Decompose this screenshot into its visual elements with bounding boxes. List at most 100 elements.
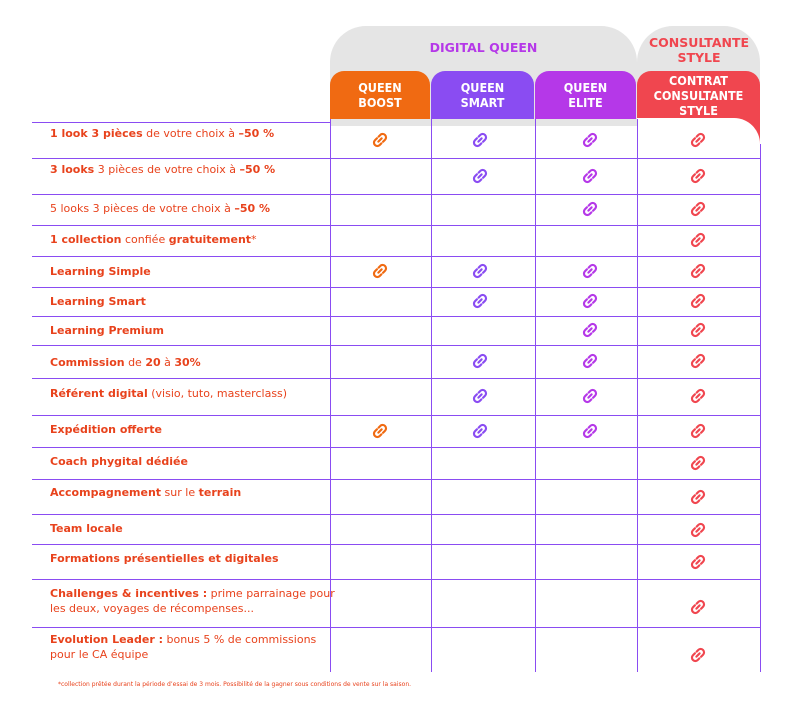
feature-label-part: Learning Simple [50, 265, 151, 278]
feature-label-part: confiée [121, 233, 169, 246]
link-icon [472, 388, 488, 404]
link-icon [582, 423, 598, 439]
feature-label: Expédition offerte [50, 422, 325, 437]
link-icon [582, 132, 598, 148]
link-icon [690, 201, 706, 217]
row-divider [32, 194, 761, 196]
link-icon [690, 293, 706, 309]
digital-queen-label: DIGITAL QUEEN [429, 39, 538, 55]
consultante-style-label: CONSULTANTE STYLE [644, 33, 754, 67]
link-icon [690, 353, 706, 369]
feature-label: Commission de 20 à 30% [50, 355, 325, 370]
feature-label-part: 3 looks [50, 163, 95, 176]
column-header-contrat-consultante-style: CONTRAT CONSULTANTE STYLE [637, 71, 760, 119]
feature-label-part: * [251, 233, 257, 246]
link-icon [690, 168, 706, 184]
feature-label-part: Team locale [50, 522, 123, 535]
feature-label-part: Challenges & incentives : [50, 587, 208, 600]
feature-label-part: –50 % [239, 163, 276, 176]
link-icon [582, 353, 598, 369]
link-icon [690, 132, 706, 148]
link-icon [690, 232, 706, 248]
link-icon [690, 554, 706, 570]
link-icon [690, 522, 706, 538]
feature-label-part: bonus 5 % de commissions pour le CA équi… [50, 633, 317, 661]
link-icon [582, 322, 598, 338]
row-divider [32, 345, 761, 347]
link-icon [690, 263, 706, 279]
feature-label: Learning Simple [50, 264, 325, 279]
column-header-queen-boost: QUEEN BOOST [330, 71, 430, 119]
column-label: QUEEN SMART [460, 80, 505, 110]
consultante-style-text: CONSULTANTE STYLE [648, 35, 750, 65]
feature-label-part: 20 [145, 356, 161, 369]
feature-label-part: Coach phygital dédiée [50, 455, 188, 468]
row-divider [32, 378, 761, 380]
column-divider [760, 144, 762, 672]
link-icon [372, 263, 388, 279]
feature-label-part: Learning Smart [50, 295, 146, 308]
column-divider [330, 119, 332, 672]
row-divider [32, 627, 761, 629]
row-divider [32, 544, 761, 546]
link-icon [372, 132, 388, 148]
feature-label-part: de [124, 356, 146, 369]
row-divider [32, 256, 761, 258]
row-divider [32, 287, 761, 289]
feature-label-part: 30% [174, 356, 201, 369]
link-icon [690, 455, 706, 471]
feature-label-part: Formations présentielles et digitales [50, 552, 279, 565]
link-icon [690, 322, 706, 338]
feature-label: Team locale [50, 521, 325, 536]
column-label: QUEEN BOOST [358, 80, 402, 110]
feature-label: 1 collection confiée gratuitement* [50, 232, 325, 247]
column-label: CONTRAT CONSULTANTE STYLE [653, 72, 744, 118]
row-divider [32, 122, 330, 124]
feature-label: Learning Premium [50, 323, 325, 338]
column-label: QUEEN ELITE [563, 80, 608, 110]
feature-label-part: à [160, 356, 175, 369]
feature-label-part: 1 look 3 pièces [50, 127, 143, 140]
feature-label-part: (visio, tuto, masterclass) [147, 387, 288, 400]
feature-label-part: de votre choix à [142, 127, 239, 140]
link-icon [690, 647, 706, 663]
feature-label-part: 5 looks 3 pièces de votre choix à [50, 202, 235, 215]
column-divider [535, 119, 537, 672]
feature-label-part: Expédition offerte [50, 423, 162, 436]
row-divider [32, 479, 761, 481]
feature-label: Formations présentielles et digitales [50, 551, 325, 566]
feature-label: 1 look 3 pièces de votre choix à –50 % [50, 126, 325, 141]
link-icon [582, 293, 598, 309]
link-icon [582, 168, 598, 184]
row-divider [32, 514, 761, 516]
row-divider [32, 447, 761, 449]
feature-label-part: prime parrainage pour les deux, voyages … [50, 587, 335, 615]
feature-label: Coach phygital dédiée [50, 454, 325, 469]
feature-label: Accompagnement sur le terrain [50, 485, 325, 500]
feature-label-part: gratuitement [168, 233, 252, 246]
feature-label: 5 looks 3 pièces de votre choix à –50 % [50, 201, 325, 216]
row-divider [32, 415, 761, 417]
feature-label: Référent digital (visio, tuto, mastercla… [50, 386, 325, 401]
column-divider [431, 119, 433, 672]
link-icon [690, 599, 706, 615]
feature-label: Evolution Leader : bonus 5 % de commissi… [50, 632, 335, 662]
link-icon [582, 388, 598, 404]
feature-label: Learning Smart [50, 294, 325, 309]
link-icon [472, 168, 488, 184]
column-header-queen-smart: QUEEN SMART [431, 71, 534, 119]
feature-label-part: Commission [50, 356, 125, 369]
row-divider [32, 225, 761, 227]
feature-label-part: Evolution Leader : [50, 633, 163, 646]
row-divider [32, 158, 761, 160]
row-divider [32, 316, 761, 318]
link-icon [690, 423, 706, 439]
feature-label-part: Accompagnement [50, 486, 162, 499]
link-icon [690, 388, 706, 404]
link-icon [582, 201, 598, 217]
footnote: *collection prêtée durant la période d’e… [58, 681, 412, 688]
link-icon [472, 132, 488, 148]
link-icon [472, 423, 488, 439]
link-icon [690, 489, 706, 505]
